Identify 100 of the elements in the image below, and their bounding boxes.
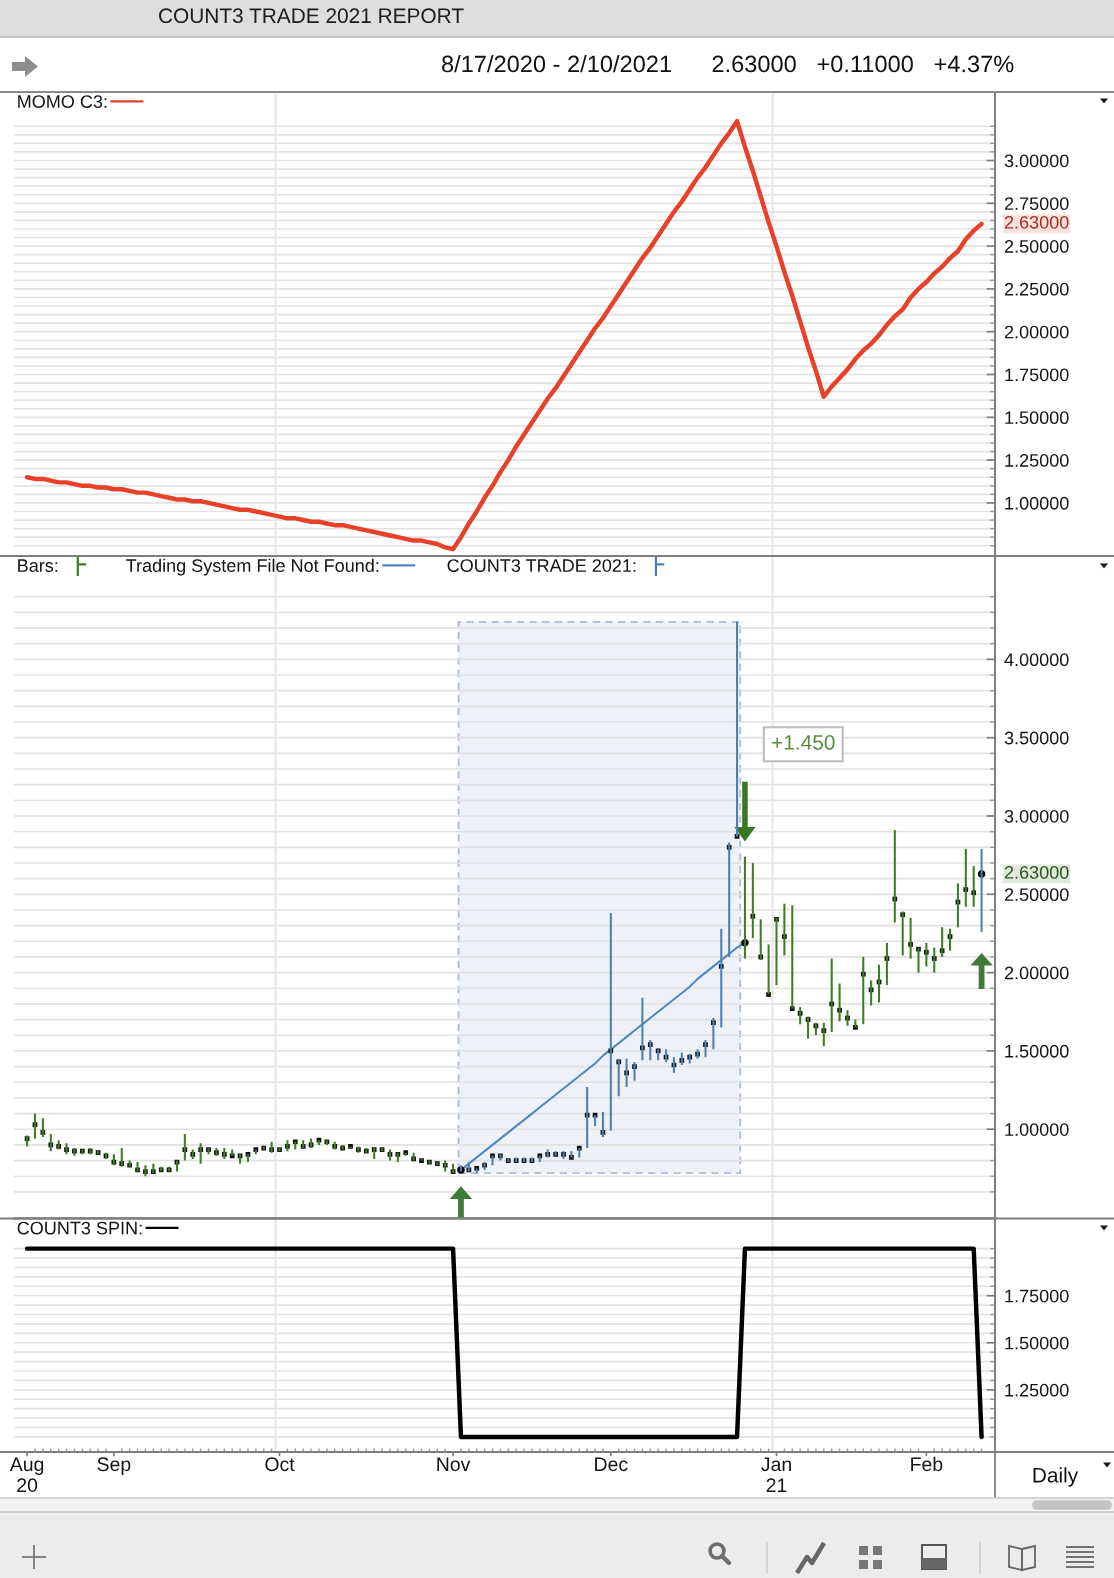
y-tick-label: 3.00000 <box>1004 154 1069 168</box>
y-tick-label: 2.25000 <box>1004 282 1069 296</box>
bar <box>672 1057 675 1073</box>
bar <box>838 983 841 1022</box>
bar <box>601 1112 604 1138</box>
legend-label: Bars: <box>18 559 58 572</box>
x-tick-label: Feb <box>911 1456 943 1472</box>
bar <box>538 1155 541 1163</box>
bar <box>964 848 967 907</box>
bar <box>412 1152 415 1161</box>
bar <box>767 944 770 995</box>
bar <box>633 1061 636 1081</box>
bar <box>759 919 762 961</box>
x-tick-label: Sep <box>97 1457 131 1475</box>
bar <box>657 1049 660 1061</box>
bar <box>870 980 873 1006</box>
y-tick-label: 1.25000 <box>1005 454 1069 467</box>
bar <box>665 1049 668 1062</box>
y-tick-label: 4.00000 <box>1004 653 1069 667</box>
y-tick-label: 3.50000 <box>1004 731 1069 745</box>
legend-label: COUNT3 TRADE 2021: <box>447 559 636 572</box>
bar <box>57 1140 60 1150</box>
bar <box>688 1054 691 1064</box>
bar <box>783 903 786 956</box>
y-tick-label: 1.50000 <box>1005 411 1069 425</box>
bar <box>388 1149 391 1161</box>
bar <box>270 1141 273 1153</box>
bar <box>814 1022 817 1036</box>
legend-label: MOMO C3: <box>18 95 107 108</box>
bar <box>199 1143 202 1164</box>
bar <box>901 911 904 956</box>
bar <box>41 1118 44 1138</box>
bar <box>846 1010 849 1026</box>
bar <box>822 1022 825 1047</box>
bar <box>26 1135 29 1147</box>
bar <box>65 1143 68 1155</box>
y-tick-label: 1.50000 <box>1005 1044 1069 1058</box>
bar <box>751 862 754 939</box>
bar <box>310 1138 313 1149</box>
bar <box>452 1163 455 1174</box>
bar <box>885 942 888 986</box>
bar <box>775 917 778 986</box>
bar <box>144 1165 147 1177</box>
chart-subtitle: 8/17/2020 - 2/10/2021 2.63000 +0.11000 +4.37% <box>442 55 1014 73</box>
bar <box>120 1148 123 1167</box>
bar <box>649 1039 652 1061</box>
bar <box>491 1155 494 1166</box>
y-tick-label: 1.75000 <box>1005 1289 1069 1303</box>
y-tick-label: 2.00000 <box>1004 966 1069 980</box>
bar <box>680 1052 683 1066</box>
y-tick-label: 2.00000 <box>1004 325 1069 339</box>
text: 2.63000 <box>1004 215 1069 229</box>
bar <box>893 830 896 923</box>
text: Daily <box>1033 1467 1079 1487</box>
y-tick-label: 1.25000 <box>1005 1383 1069 1397</box>
bar <box>791 905 794 1009</box>
bar <box>862 956 865 1025</box>
bar <box>586 1086 589 1149</box>
legend-label: COUNT3 SPIN: <box>17 1221 142 1235</box>
bar <box>925 942 928 967</box>
bar <box>33 1113 37 1139</box>
bar <box>830 958 833 1033</box>
line-series <box>24 118 984 552</box>
bar <box>941 927 944 957</box>
bar <box>175 1160 178 1172</box>
text: 2.63000 <box>1004 866 1069 879</box>
bar <box>286 1140 289 1152</box>
bar <box>980 848 983 932</box>
bar <box>152 1163 155 1174</box>
bar <box>112 1154 115 1166</box>
y-tick-label: 3.00000 <box>1004 809 1069 823</box>
x-tick-label: Aug 20 <box>9 1457 44 1493</box>
bar <box>239 1154 242 1164</box>
bar <box>444 1160 447 1172</box>
bar <box>570 1151 573 1158</box>
bar <box>736 621 739 837</box>
bar <box>246 1154 249 1163</box>
bar <box>878 964 881 1003</box>
bar <box>807 1016 810 1039</box>
bar <box>909 917 912 959</box>
bar <box>373 1148 376 1159</box>
bar <box>183 1133 186 1161</box>
bar <box>625 1058 628 1087</box>
chart-title: COUNT3 TRADE 2021 REPORT <box>159 8 464 24</box>
x-tick-label: Oct <box>265 1457 295 1472</box>
x-tick-label: Nov <box>437 1457 471 1472</box>
y-tick-label: 1.00000 <box>1005 1123 1069 1136</box>
bar <box>396 1152 399 1163</box>
bar <box>136 1162 139 1172</box>
x-tick-label: Dec <box>595 1457 628 1472</box>
y-tick-label: 2.50000 <box>1004 888 1069 902</box>
x-tick-label: Jan 21 <box>761 1457 791 1492</box>
y-tick-label: 1.75000 <box>1005 368 1069 382</box>
y-tick-label: 2.75000 <box>1004 197 1069 211</box>
legend-label: Trading System File Not Found: <box>126 558 379 576</box>
bar <box>302 1140 305 1149</box>
bar <box>743 856 746 959</box>
bar <box>917 947 920 973</box>
bar <box>949 928 952 951</box>
y-tick-label: 1.00000 <box>1005 496 1069 510</box>
